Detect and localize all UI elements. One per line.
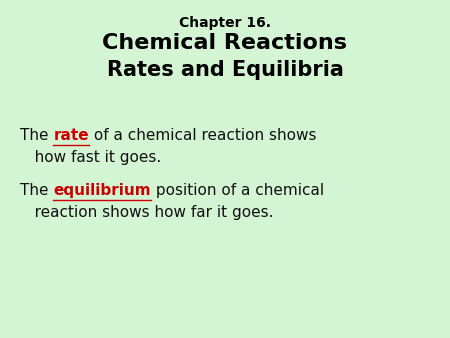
Text: Chapter 16.: Chapter 16. (179, 16, 271, 30)
Text: The: The (20, 183, 54, 198)
Text: Rates and Equilibria: Rates and Equilibria (107, 60, 343, 80)
Text: reaction shows how far it goes.: reaction shows how far it goes. (20, 205, 274, 220)
Text: The: The (20, 128, 54, 143)
Text: of a chemical reaction shows: of a chemical reaction shows (89, 128, 316, 143)
Text: equilibrium: equilibrium (54, 183, 151, 198)
Text: position of a chemical: position of a chemical (151, 183, 324, 198)
Text: how fast it goes.: how fast it goes. (20, 150, 161, 165)
Text: rate: rate (54, 128, 89, 143)
Text: Chemical Reactions: Chemical Reactions (103, 33, 347, 53)
